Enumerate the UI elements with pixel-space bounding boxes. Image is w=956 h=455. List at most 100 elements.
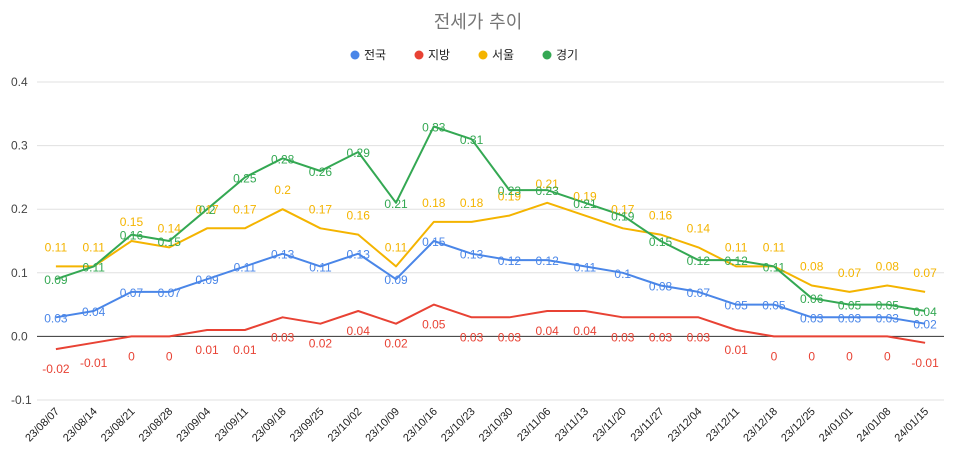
chart-title: 전세가 추이 <box>434 12 523 33</box>
x-tick-label: 23/10/30 <box>477 406 516 445</box>
x-tick-label: 23/11/20 <box>591 406 629 444</box>
data-label: 0.16 <box>120 229 144 243</box>
data-label: 0.29 <box>347 146 371 160</box>
x-tick-label: 24/01/15 <box>892 406 931 445</box>
data-label: 0.2 <box>274 183 291 197</box>
legend-marker <box>350 50 360 60</box>
data-label: 0.03 <box>271 330 295 344</box>
data-label: 0.14 <box>687 221 711 235</box>
series-line-경기 <box>55 125 926 312</box>
data-label: 0.11 <box>82 260 105 274</box>
x-tick-label: 23/10/09 <box>363 406 402 445</box>
data-label: 0.03 <box>838 311 862 325</box>
data-label: 0.08 <box>649 280 673 294</box>
data-label: 0.03 <box>876 311 900 325</box>
data-label: 0.18 <box>422 196 446 210</box>
data-label: 0.13 <box>271 248 295 262</box>
data-label: 0.08 <box>876 260 900 274</box>
data-label: 0.21 <box>573 197 597 211</box>
x-tick-label: 23/08/14 <box>61 406 100 445</box>
data-label: 0.15 <box>158 235 182 249</box>
data-label: 0.04 <box>573 324 597 338</box>
data-label: 0.07 <box>687 286 711 300</box>
data-label: 0.02 <box>309 337 333 351</box>
series-line-전국 <box>55 240 926 325</box>
data-label: 0.04 <box>82 305 106 319</box>
x-tick-label: 23/12/04 <box>666 406 705 445</box>
data-labels: 0.03 0.04 0.07 0.07 0.09 0.11 0.13 0.11 0.13 0.09… <box>42 121 939 377</box>
data-label: 0.16 <box>347 209 371 223</box>
data-label: 0.12 <box>687 254 711 268</box>
data-label: 0.01 <box>233 343 257 357</box>
data-label: 0.07 <box>120 286 144 300</box>
legend-marker <box>414 50 424 60</box>
x-tick-label: 23/09/11 <box>213 406 251 444</box>
series-lines <box>55 125 926 351</box>
data-label: -0.02 <box>42 362 70 376</box>
x-tick-label: 23/12/11 <box>704 406 742 444</box>
data-label: 0.05 <box>762 299 786 313</box>
x-tick-label: 23/11/13 <box>553 406 591 444</box>
series-line-서울 <box>55 201 926 293</box>
data-label: 0.15 <box>649 235 673 249</box>
data-label: 0.07 <box>838 266 862 280</box>
data-label: 0.03 <box>687 330 711 344</box>
x-tick-label: 23/08/28 <box>137 406 176 445</box>
data-label: 0.2 <box>199 203 216 217</box>
data-label: 0.18 <box>460 196 484 210</box>
legend-label: 서울 <box>492 48 514 62</box>
data-label: 0.11 <box>309 260 332 274</box>
y-tick-label: 0.2 <box>11 202 28 216</box>
data-label: 0.16 <box>649 209 673 223</box>
x-tick-label: 23/09/25 <box>288 406 327 445</box>
data-label: 0.13 <box>460 248 484 262</box>
data-label: 0.03 <box>649 330 673 344</box>
data-label: 0.19 <box>498 190 522 204</box>
data-label: 0.02 <box>384 337 408 351</box>
data-label: 0.33 <box>422 121 446 135</box>
data-label: 0.15 <box>120 215 144 229</box>
data-label: 0.12 <box>536 254 560 268</box>
y-tick-label: 0.1 <box>11 266 28 280</box>
data-label: 0.11 <box>385 240 408 254</box>
data-label: 0.01 <box>195 343 219 357</box>
data-label: 0.1 <box>614 267 631 281</box>
y-tick-label: 0.4 <box>11 75 28 89</box>
data-label: 0.12 <box>724 254 748 268</box>
x-tick-label: 23/10/02 <box>326 406 365 445</box>
data-label: 0.06 <box>800 292 824 306</box>
data-label: 0.11 <box>725 240 748 254</box>
x-tick-label: 23/10/23 <box>439 406 478 445</box>
data-label: 0.03 <box>611 330 635 344</box>
data-label: 0.05 <box>838 299 862 313</box>
data-label: 0 <box>884 349 891 363</box>
x-axis-ticks: 23/08/07 23/08/14 23/08/21 23/08/28 23/09/04… <box>23 406 931 445</box>
data-label: -0.01 <box>911 356 939 370</box>
data-label: 0.11 <box>763 260 786 274</box>
data-label: 0.04 <box>347 324 371 338</box>
x-tick-label: 24/01/08 <box>855 406 894 445</box>
data-label: 0.11 <box>574 260 597 274</box>
data-label: 0.17 <box>611 202 635 216</box>
legend-marker <box>542 50 552 60</box>
grid <box>37 81 944 401</box>
data-label: 0.19 <box>611 210 635 224</box>
legend-label: 전국 <box>364 48 386 62</box>
data-label: 0.09 <box>195 273 219 287</box>
data-label: 0.15 <box>422 235 446 249</box>
data-label: 0.17 <box>195 202 219 216</box>
data-label: 0.26 <box>309 165 333 179</box>
data-label: 0.11 <box>763 240 786 254</box>
data-label: 0 <box>808 349 815 363</box>
data-label: 0.03 <box>800 311 824 325</box>
data-label: 0.28 <box>271 152 295 166</box>
data-label: 0 <box>166 349 173 363</box>
x-tick-label: 23/09/04 <box>174 406 213 445</box>
x-tick-label: 23/08/07 <box>23 406 62 445</box>
data-label: 0.17 <box>233 202 257 216</box>
data-label: 0.25 <box>233 171 257 185</box>
y-axis-ticks: -0.1 0.0 0.1 0.2 0.3 0.4 <box>11 75 32 407</box>
data-label: 0.05 <box>724 299 748 313</box>
